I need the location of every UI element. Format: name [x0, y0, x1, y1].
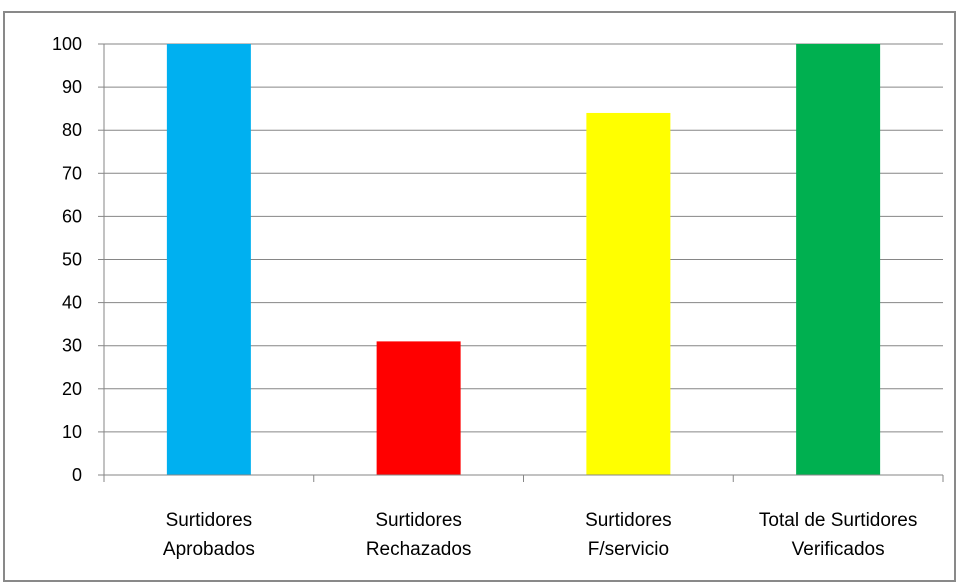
x-tick-label-line: F/servicio [588, 539, 669, 560]
y-tick-label: 0 [72, 465, 82, 485]
x-tick-label: Total de Surtidores Verificados [759, 510, 917, 560]
y-tick-label: 100 [52, 34, 82, 54]
bar [166, 44, 251, 475]
x-tick-label-line: Surtidores [166, 510, 253, 531]
y-tick-label: 60 [62, 206, 82, 226]
x-tick-label: Surtidores Rechazados [366, 510, 472, 560]
bar [796, 44, 881, 475]
x-tick-label-line: Aprobados [163, 539, 255, 560]
bar [376, 341, 461, 475]
x-tick-label-line: Surtidores [585, 510, 672, 531]
x-tick-label-line: Verificados [792, 539, 885, 560]
x-tick-label-line: Surtidores [375, 510, 462, 531]
x-tick-label-line: Rechazados [366, 539, 472, 560]
bars [166, 44, 881, 476]
bar [586, 112, 671, 476]
y-tick-label: 30 [62, 336, 82, 356]
y-tick-label: 70 [62, 163, 82, 183]
y-tick-label: 40 [62, 293, 82, 313]
y-tick-label: 90 [62, 77, 82, 97]
x-tick-label: Surtidores F/servicio [585, 510, 672, 560]
axes [98, 43, 944, 482]
x-tick-label-line: Total de Surtidores [759, 510, 917, 531]
y-tick-label: 80 [62, 120, 82, 140]
y-tick-label: 10 [62, 422, 82, 442]
x-tick-label: Surtidores Aprobados [163, 510, 255, 560]
y-tick-label: 50 [62, 250, 82, 270]
y-tick-label: 20 [62, 379, 82, 399]
labels: 0 10 20 30 40 50 60 70 80 90 100 Surtidores Aprobado… [52, 34, 917, 560]
